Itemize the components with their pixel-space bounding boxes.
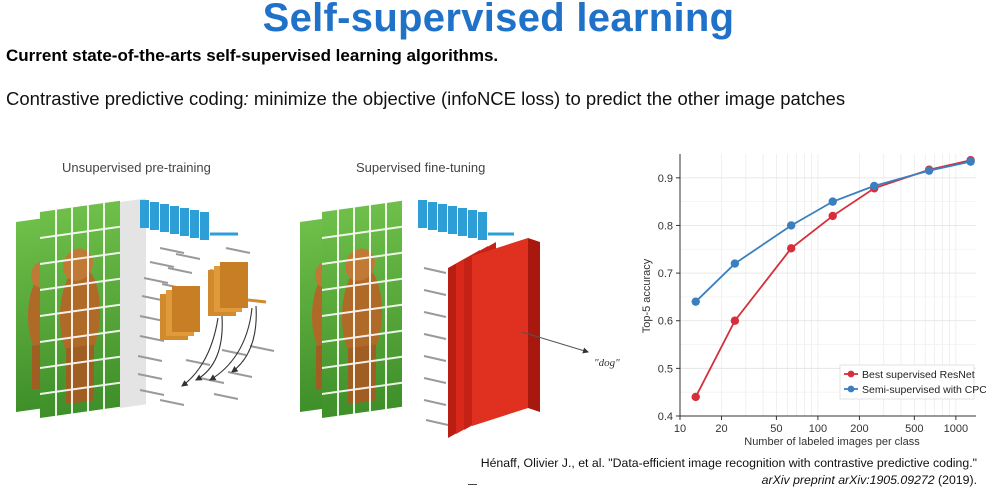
y-axis-label: Top-5 accuracy xyxy=(641,258,653,333)
y-tick-label: 0.7 xyxy=(658,268,673,280)
legend-swatch-marker xyxy=(847,370,855,378)
accuracy-chart: 10 20 50 100 200 500 1000 0.4 0.5 0.6 0.7 0.8 0.9 Be… xyxy=(641,154,986,448)
cpc-description: Contrastive predictive coding: minimize … xyxy=(6,88,845,110)
caption-finetuning: Supervised fine-tuning xyxy=(356,160,486,175)
chart-ticks: 10 20 50 100 200 500 1000 0.4 0.5 0.6 0.7 0.8 0.9 xyxy=(658,173,968,435)
series-point-1 xyxy=(870,181,879,191)
classifier-blocks xyxy=(448,238,540,438)
cpc-term: Contrastive predictive coding xyxy=(6,88,244,109)
legend-box xyxy=(839,364,975,400)
x-tick-label: 100 xyxy=(809,423,827,435)
y-tick-label: 0.8 xyxy=(658,220,673,232)
citation-journal: arXiv preprint arXiv:1905.09272 xyxy=(761,473,935,487)
slide-title: Self-supervised learning xyxy=(262,0,735,40)
citation-year: (2019). xyxy=(934,473,977,487)
x-tick-label: 500 xyxy=(905,423,923,435)
chart-series xyxy=(691,155,975,402)
x-tick-label: 10 xyxy=(674,423,686,435)
cpc-architecture-diagram: "dog" xyxy=(16,198,620,438)
series-point-0 xyxy=(691,392,700,402)
citation-line1: Hénaff, Olivier J., et al. "Data-efficie… xyxy=(480,456,977,470)
legend-label: Best supervised ResNet xyxy=(862,369,975,381)
series-point-0 xyxy=(786,244,796,253)
series-line-1 xyxy=(695,160,971,303)
series-point-0 xyxy=(828,211,837,221)
finetuning-image-stack xyxy=(300,200,402,418)
y-tick-label: 0.9 xyxy=(658,173,673,185)
series-point-1 xyxy=(966,157,975,166)
x-tick-label: 50 xyxy=(770,423,782,435)
series-point-0 xyxy=(730,316,740,325)
y-tick-label: 0.4 xyxy=(658,411,673,423)
x-tick-label: 20 xyxy=(715,423,727,435)
latent-vectors-finetuning xyxy=(423,267,449,426)
series-point-1 xyxy=(786,221,796,230)
encoder-blocks-finetuning xyxy=(418,200,514,240)
latent-vectors-pretraining xyxy=(137,247,275,406)
pretraining-image-stack xyxy=(16,198,146,418)
series-point-1 xyxy=(828,197,837,206)
x-axis-label: Number of labeled images per class xyxy=(744,436,920,448)
slide-subtitle: Current state-of-the-arts self-supervise… xyxy=(6,46,499,65)
series-point-1 xyxy=(691,297,700,306)
citation: Hénaff, Olivier J., et al. "Data-efficie… xyxy=(481,455,977,489)
output-arrow xyxy=(521,331,589,354)
encoder-blocks-pretraining xyxy=(140,200,238,240)
x-tick-label: 1000 xyxy=(944,423,968,435)
cpc-colon: : xyxy=(243,88,249,109)
context-network-blocks xyxy=(160,262,267,340)
legend-label: Semi-supervised with CPC xyxy=(862,384,986,396)
citation-line2: arXiv preprint arXiv:1905.09272 (2019). xyxy=(481,472,977,489)
caption-pretraining: Unsupervised pre-training xyxy=(62,160,211,175)
series-point-1 xyxy=(924,166,934,175)
y-tick-label: 0.6 xyxy=(658,316,673,328)
cpc-definition: minimize the objective (infoNCE loss) to… xyxy=(248,88,846,109)
series-point-1 xyxy=(730,259,740,268)
prediction-arrows xyxy=(181,305,257,387)
chart-axes xyxy=(679,154,976,417)
chart-legend: Best supervised ResNet Semi-supervised wi… xyxy=(839,364,986,400)
legend-swatch-marker xyxy=(847,385,855,393)
footer-dash xyxy=(468,484,477,485)
y-tick-label: 0.5 xyxy=(658,363,673,375)
x-tick-label: 200 xyxy=(850,423,868,435)
output-label-dog: "dog" xyxy=(594,357,620,369)
series-line-0 xyxy=(694,159,971,398)
